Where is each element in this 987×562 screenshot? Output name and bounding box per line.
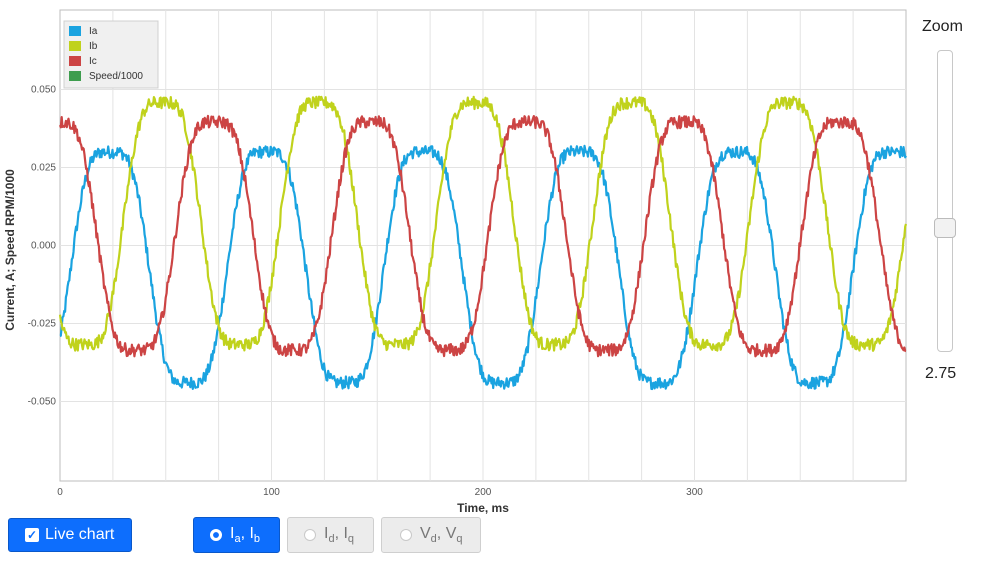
legend-label: Ia	[89, 26, 98, 37]
series-line-ib	[58, 95, 908, 352]
legend-swatch	[69, 56, 81, 66]
legend-label: Speed/1000	[89, 71, 143, 82]
radio-selected-icon	[210, 529, 222, 541]
y-tick-label: 0.050	[31, 85, 56, 96]
x-tick-label: 300	[686, 487, 703, 498]
radio-vd-vq-label: Vd, Vq	[420, 524, 463, 546]
legend-swatch	[69, 41, 81, 51]
legend-swatch	[69, 26, 81, 36]
radio-unselected-icon	[400, 529, 412, 541]
radio-id-iq[interactable]: Id, Iq	[287, 517, 374, 553]
live-chart-toggle[interactable]: ✓ Live chart	[8, 518, 132, 552]
x-tick-label: 0	[57, 487, 63, 498]
zoom-slider-thumb[interactable]	[934, 217, 956, 238]
radio-id-iq-label: Id, Iq	[324, 524, 355, 546]
checkbox-checked-icon: ✓	[25, 528, 39, 542]
series-line-ic	[58, 114, 907, 358]
zoom-value: 2.75	[925, 365, 957, 382]
radio-unselected-icon	[304, 529, 316, 541]
legend-label: Ic	[89, 56, 97, 67]
radio-ia-ib[interactable]: Ia, Ib	[193, 517, 280, 553]
live-chart-label: Live chart	[45, 526, 115, 543]
radio-vd-vq[interactable]: Vd, Vq	[381, 517, 481, 553]
legend-label: Ib	[89, 41, 98, 52]
zoom-slider-track[interactable]	[937, 50, 953, 352]
zoom-title: Zoom	[922, 18, 963, 35]
x-tick-label: 100	[263, 487, 280, 498]
x-axis-title: Time, ms	[457, 501, 509, 515]
legend-swatch	[69, 71, 81, 81]
radio-ia-ib-label: Ia, Ib	[230, 524, 261, 546]
x-tick-label: 200	[475, 487, 492, 498]
series-layer	[58, 95, 908, 391]
tick-labels: -0.050 -0.025 0.000 0.025 0.050 0 100 200 300	[28, 85, 704, 498]
series-line-ia	[59, 144, 907, 391]
y-tick-label: -0.025	[28, 318, 57, 329]
y-tick-label: 0.025	[31, 163, 56, 174]
y-tick-label: -0.050	[28, 396, 57, 407]
y-axis-title: Current, A; Speed RPM/1000	[3, 169, 17, 331]
legend: Ia Ib Ic Speed/1000	[63, 20, 159, 89]
y-tick-label: 0.000	[31, 241, 56, 252]
